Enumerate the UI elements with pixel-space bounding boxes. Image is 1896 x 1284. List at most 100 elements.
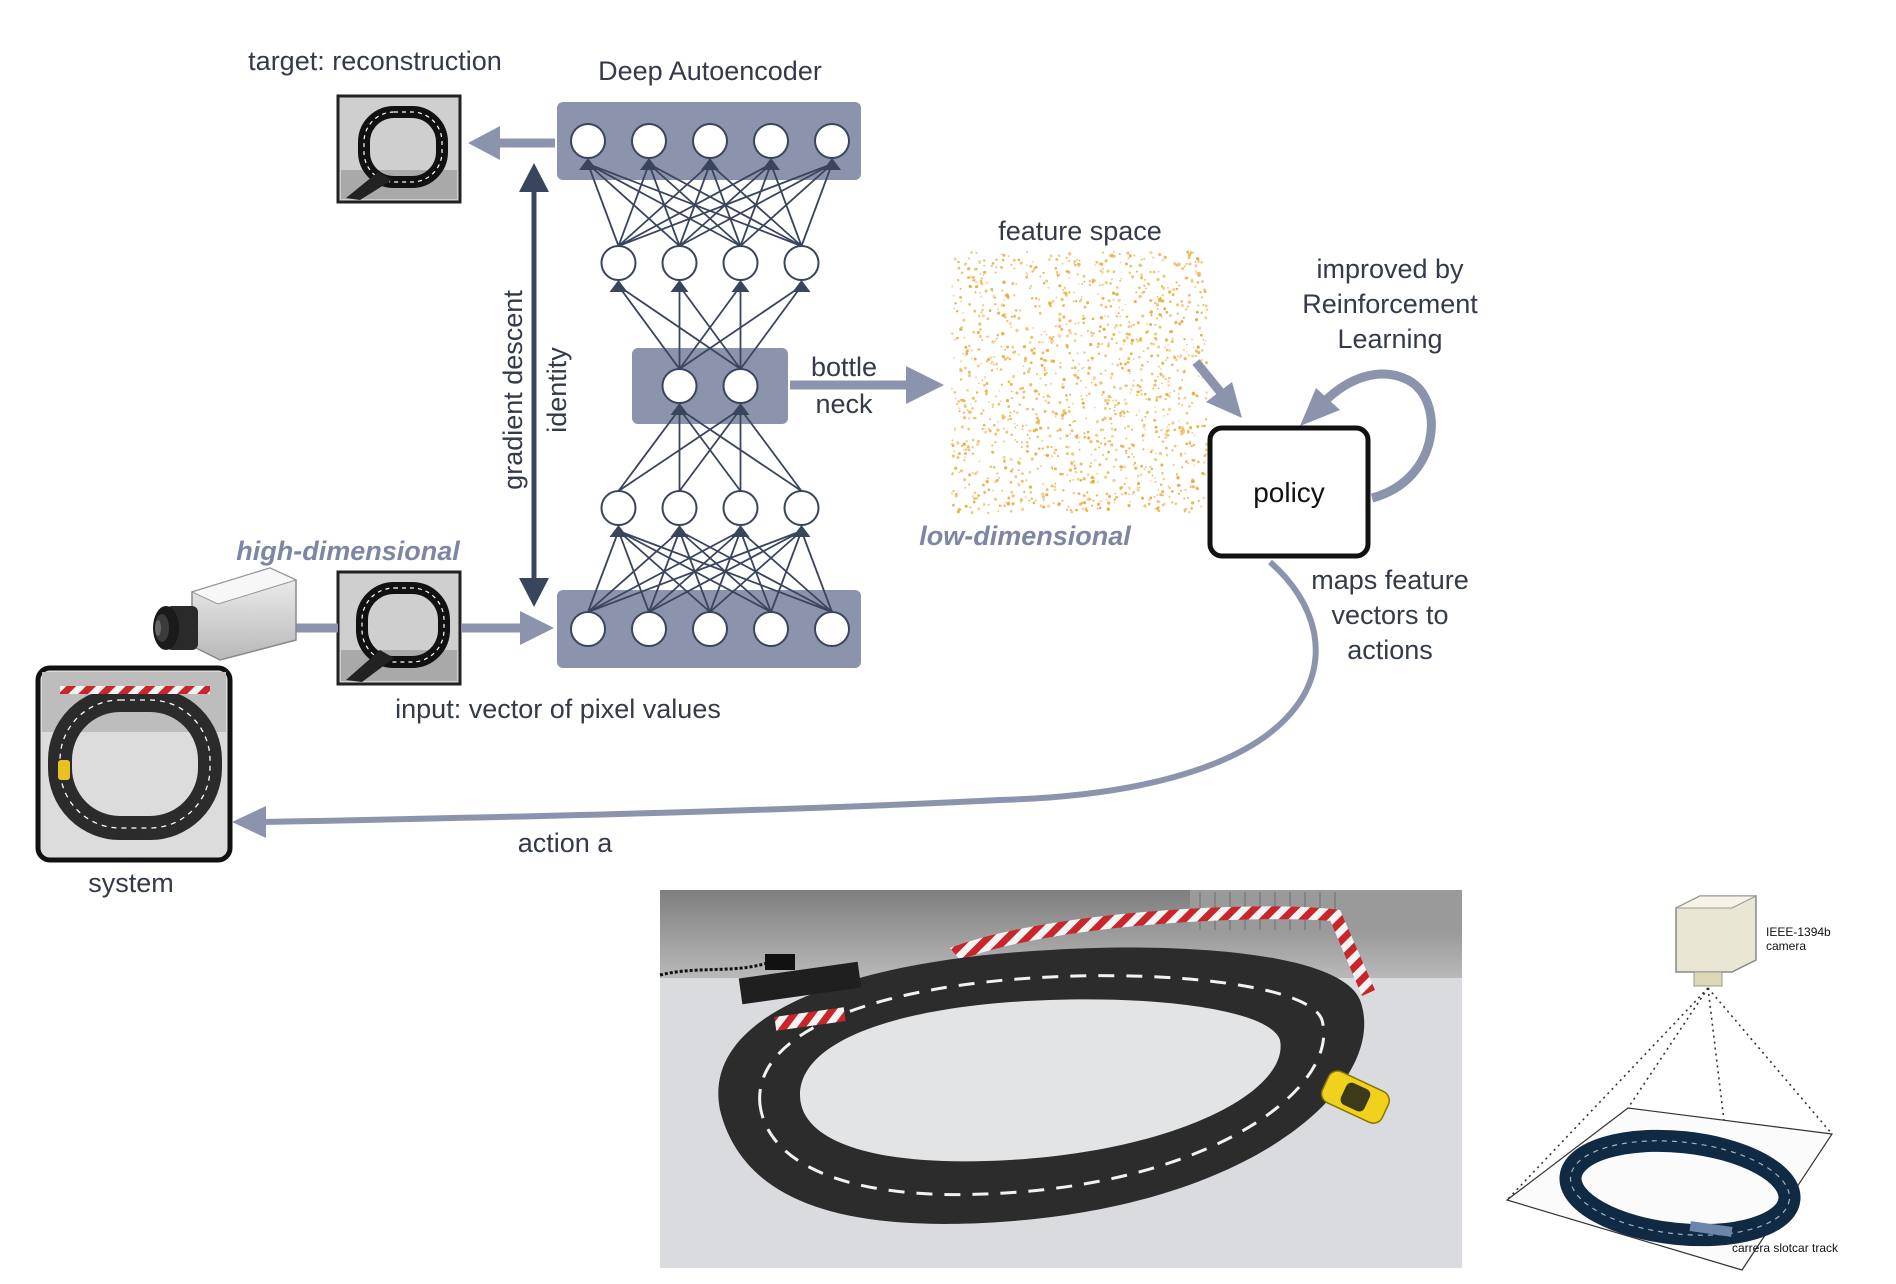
- feature-point: [1147, 470, 1151, 474]
- feature-point: [1110, 443, 1114, 447]
- feature-point: [1104, 354, 1108, 358]
- feature-point: [1065, 256, 1068, 259]
- feature-point: [1103, 475, 1108, 479]
- feature-point: [1039, 426, 1043, 430]
- feature-point: [997, 421, 999, 423]
- feature-point: [1142, 448, 1145, 451]
- feature-point: [1104, 281, 1108, 285]
- feature-point: [965, 352, 969, 355]
- feature-point: [1141, 497, 1145, 500]
- feature-point: [968, 473, 972, 477]
- feature-point: [960, 271, 964, 275]
- network-connection: [587, 163, 620, 247]
- feature-point: [1033, 389, 1038, 393]
- feature-point: [1065, 398, 1069, 401]
- feature-point: [978, 322, 982, 326]
- feature-point: [1126, 251, 1130, 255]
- feature-point: [1101, 251, 1105, 254]
- feature-point: [1054, 267, 1058, 270]
- feature-point: [1181, 427, 1185, 432]
- feature-point: [1176, 369, 1179, 372]
- feature-point: [1110, 427, 1114, 431]
- feature-point: [987, 428, 990, 431]
- feature-point: [1115, 292, 1119, 296]
- feature-to-policy-arrow: [1192, 359, 1242, 418]
- feature-point: [1089, 480, 1093, 484]
- feature-point: [955, 402, 959, 406]
- feature-point: [1157, 345, 1161, 349]
- feature-point: [1065, 323, 1068, 326]
- connection-arrowhead: [670, 403, 689, 415]
- feature-point: [1047, 426, 1050, 430]
- feature-point: [1080, 334, 1083, 337]
- feature-point: [1006, 502, 1010, 506]
- feature-point: [962, 442, 966, 446]
- feature-point: [1067, 445, 1070, 449]
- feature-point: [1040, 465, 1043, 468]
- neuron: [722, 490, 759, 526]
- feature-point: [1177, 492, 1181, 495]
- feature-point: [1115, 286, 1119, 289]
- feature-point: [1018, 403, 1021, 406]
- feature-point: [958, 471, 961, 474]
- feature-point: [1170, 363, 1174, 367]
- feature-point: [1122, 410, 1126, 414]
- feature-point: [1128, 271, 1132, 275]
- feature-point: [972, 276, 975, 279]
- feature-point: [1111, 291, 1116, 295]
- feature-point: [1200, 311, 1203, 315]
- feature-point: [1039, 275, 1042, 278]
- feature-point: [1074, 299, 1078, 303]
- network-connection: [678, 408, 742, 492]
- network-connection: [617, 530, 711, 613]
- feature-point: [991, 262, 995, 265]
- feature-point: [1190, 506, 1194, 510]
- feature-point: [1144, 466, 1147, 469]
- feature-point: [1187, 257, 1190, 260]
- feature-point: [1127, 424, 1130, 428]
- feature-point: [979, 291, 981, 294]
- feature-point: [1003, 466, 1008, 470]
- feature-point: [1001, 414, 1005, 418]
- feature-point: [1179, 484, 1182, 487]
- feature-point: [1097, 502, 1101, 506]
- feature-point: [1149, 496, 1153, 500]
- feature-point: [972, 330, 976, 334]
- feature-point: [964, 366, 967, 370]
- feature-point: [1122, 343, 1125, 346]
- feature-point: [1003, 459, 1006, 462]
- feature-point: [1099, 500, 1102, 503]
- feature-point: [1078, 259, 1081, 262]
- feature-point: [1119, 444, 1124, 448]
- neuron: [753, 123, 789, 159]
- feature-point: [1083, 435, 1087, 439]
- feature-point: [1178, 284, 1181, 287]
- feature-point: [1119, 261, 1122, 264]
- feature-point: [1167, 286, 1169, 289]
- feature-point: [1158, 313, 1162, 316]
- feature-point: [1022, 396, 1026, 399]
- feature-point: [1118, 386, 1123, 391]
- feature-point: [964, 486, 967, 489]
- feature-point: [1019, 387, 1022, 391]
- feature-point: [1164, 435, 1168, 440]
- feature-point: [1054, 415, 1057, 418]
- feature-point: [1085, 394, 1088, 397]
- feature-point: [950, 332, 954, 335]
- feature-point: [1078, 265, 1080, 268]
- feature-point: [1107, 501, 1111, 505]
- feature-point: [1128, 411, 1130, 414]
- feature-point: [981, 483, 985, 487]
- feature-point: [1100, 270, 1104, 274]
- feature-point: [1087, 359, 1090, 362]
- feature-point: [973, 357, 977, 361]
- feature-point: [964, 504, 968, 508]
- connection-arrowhead: [731, 280, 750, 292]
- feature-point: [968, 483, 971, 486]
- feature-point: [1043, 372, 1047, 376]
- feature-point: [1140, 389, 1142, 392]
- feature-point: [1190, 401, 1194, 405]
- feature-point: [1132, 490, 1135, 494]
- feature-point: [1194, 264, 1198, 267]
- feature-point: [980, 277, 983, 280]
